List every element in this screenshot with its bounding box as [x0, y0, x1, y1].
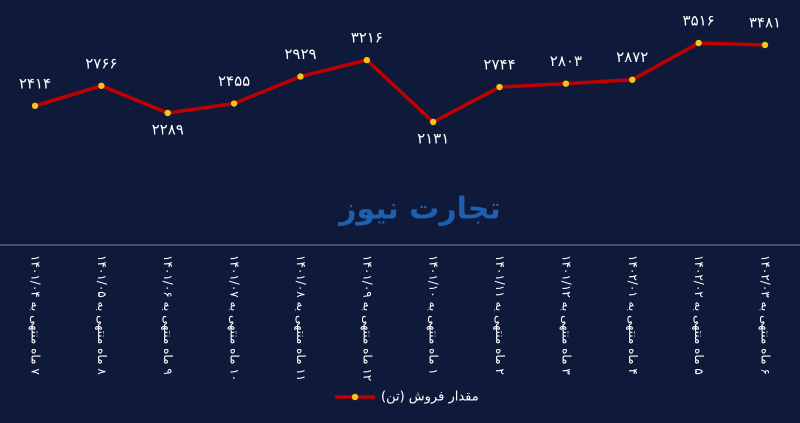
marker: [629, 76, 636, 83]
marker: [363, 56, 371, 64]
x-tick-label: ۱۲ ماه منتهی به ۱۴۰۱/۰۹: [360, 255, 374, 381]
data-label: ۳۵۱۶: [683, 12, 715, 30]
data-label: ۲۲۸۹: [152, 120, 184, 138]
data-label: ۲۱۳۱: [417, 130, 449, 148]
marker: [31, 102, 39, 110]
x-tick-label: ۸ ماه منتهی به ۱۴۰۱/۰۵: [95, 255, 109, 375]
data-label: ۲۴۱۴: [19, 74, 51, 92]
watermark: تجارت نیوز: [337, 192, 501, 227]
marker: [164, 109, 171, 117]
x-tick-label: ۳ ماه منتهی به ۱۴۰۱/۱۲: [559, 255, 573, 375]
x-tick-label: ۶ ماه منتهی به ۱۴۰۲/۰۳: [759, 255, 773, 375]
marker: [761, 41, 769, 49]
marker: [429, 118, 437, 126]
marker: [230, 100, 238, 107]
marker: [297, 73, 304, 80]
marker: [98, 82, 105, 89]
x-tick-label: ۱ ماه منتهی به ۱۴۰۱/۱۰: [427, 255, 441, 375]
data-label: ۳۲۱۶: [351, 29, 383, 47]
marker: [496, 83, 503, 91]
marker: [562, 80, 570, 87]
data-label: ۲۷۴۴: [483, 56, 515, 74]
x-tick-label: ۹ ماه منتهی به ۱۴۰۱/۰۶: [161, 255, 175, 375]
data-label: ۲۸۷۲: [616, 48, 648, 66]
data-label: ۲۷۶۶: [85, 54, 117, 72]
data-label: ۲۸۰۳: [550, 52, 582, 70]
x-tick-label: ۴ ماه منتهی به ۱۴۰۲/۰۱: [626, 255, 640, 375]
legend-label: مقدار فروش (تن): [381, 390, 479, 405]
line: [34, 41, 766, 125]
data-label: ۳۴۸۱: [749, 13, 781, 31]
x-tick-label: ۵ ماه منتهی به ۱۴۰۲/۰۲: [692, 255, 706, 375]
legend-marker: [351, 393, 359, 401]
x-tick-label: ۱۱ ماه منتهی به ۱۴۰۱/۰۸: [294, 255, 308, 381]
marker: [695, 39, 702, 47]
x-tick-label: ۱۰ ماه منتهی به ۱۴۰۱/۰۷: [228, 255, 242, 381]
x-tick-label: ۷ ماه منتهی به ۱۴۰۱/۰۴: [29, 255, 43, 375]
x-tick-label: ۲ ماه منتهی به ۱۴۰۱/۱۱: [493, 255, 507, 375]
data-label: ۲۹۲۹: [284, 45, 316, 63]
data-label: ۲۴۵۵: [218, 72, 250, 90]
